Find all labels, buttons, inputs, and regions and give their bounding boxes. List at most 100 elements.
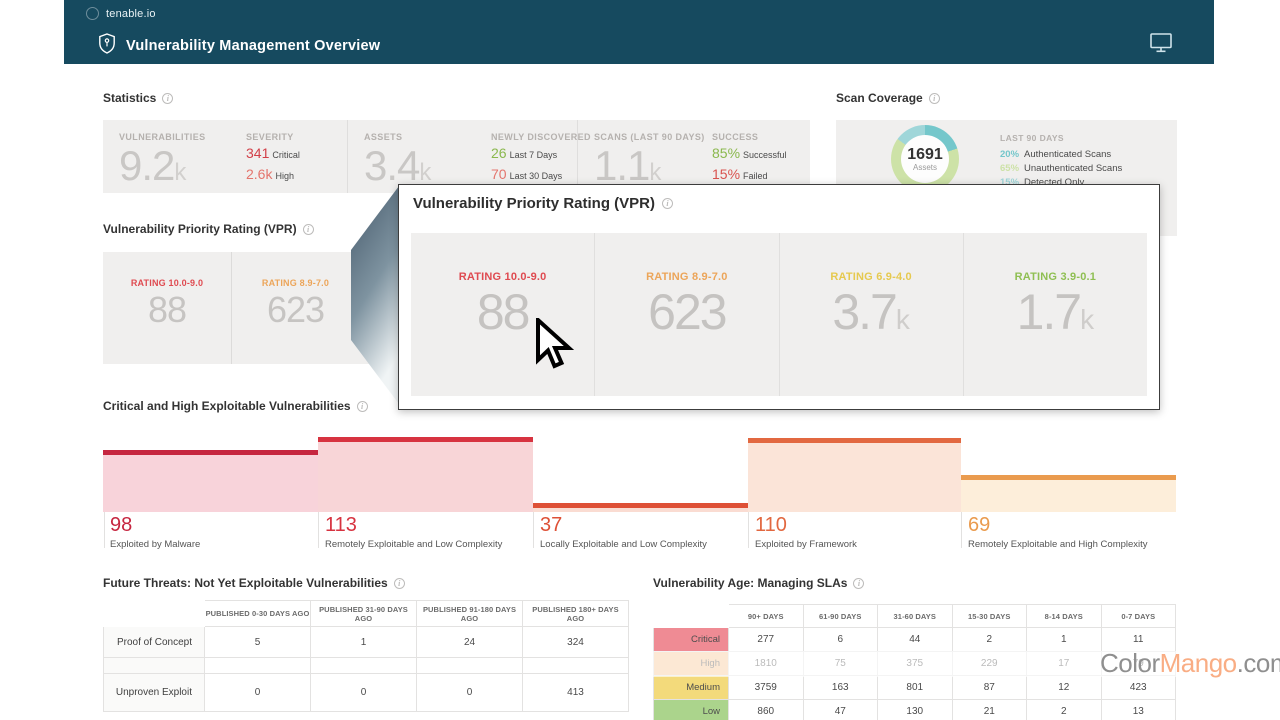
divider <box>104 512 105 548</box>
bar-label: Remotely Exploitable and Low Complexity <box>325 539 502 550</box>
table-cell[interactable]: 6 <box>804 628 879 652</box>
stat-pair[interactable]: 15%Failed <box>712 165 810 186</box>
screen: tenable.io Vulnerability Management Over… <box>0 0 1280 720</box>
vpr-rating-value[interactable]: 3.7k <box>780 283 963 349</box>
stat-vulnerabilities: VULNERABILITIES 9.2k <box>103 132 230 193</box>
bar-label: Remotely Exploitable and High Complexity <box>968 539 1148 550</box>
table-cell[interactable]: 413 <box>523 674 629 712</box>
table-cell[interactable]: 13 <box>1102 700 1177 720</box>
info-icon[interactable] <box>853 578 864 589</box>
bar-fill <box>103 450 318 512</box>
table-cell[interactable]: 0 <box>417 674 523 712</box>
stat-pair[interactable]: 341Critical <box>246 144 347 165</box>
table-cell[interactable]: 1 <box>1027 628 1102 652</box>
table-cell[interactable]: 3759 <box>729 676 804 700</box>
table-cell[interactable]: 0 <box>311 674 417 712</box>
column-header: 90+ DAYS <box>729 604 804 628</box>
table-cell[interactable]: 2 <box>1027 700 1102 720</box>
table-cell[interactable]: 801 <box>878 676 953 700</box>
vpr-title: Vulnerability Priority Rating (VPR) <box>103 222 314 236</box>
table-cell[interactable]: 24 <box>417 627 523 658</box>
table-row-low: Low 860 47 130 21 2 13 <box>653 700 1176 720</box>
vpr-rating-label: RATING 6.9-4.0 <box>780 271 963 283</box>
table-row-critical: Critical 277 6 44 2 1 11 <box>653 628 1176 652</box>
vpr-rating-value[interactable]: 1.7k <box>964 283 1147 349</box>
severity-label: Critical <box>653 628 729 652</box>
info-icon[interactable] <box>162 93 173 104</box>
stat-pair[interactable]: 26Last 7 Days <box>491 144 577 165</box>
vpr-rating-label: RATING 8.9-7.0 <box>595 271 778 283</box>
table-cell[interactable]: 423 <box>1102 676 1177 700</box>
tenable-logo-icon <box>86 7 99 20</box>
table-cell[interactable]: 12 <box>1027 676 1102 700</box>
zoom-callout-wedge <box>351 186 399 409</box>
vpr-title-text: Vulnerability Priority Rating (VPR) <box>103 222 297 236</box>
stat-group-scans: SCANS (LAST 90 DAYS) 1.1k SUCCESS 85%Suc… <box>577 120 810 193</box>
bar-fill <box>533 503 748 512</box>
table-cell[interactable]: 5 <box>205 627 311 658</box>
vpr-rating-3: RATING 6.9-4.0 3.7k <box>779 233 963 396</box>
table-cell[interactable]: 1 <box>311 627 417 658</box>
divider <box>318 512 319 548</box>
vpr-rating-2: RATING 8.9-7.0 623 <box>594 233 778 396</box>
display-mode-button[interactable] <box>1150 33 1172 58</box>
stat-label: NEWLY DISCOVERED <box>491 132 577 142</box>
bar-label: Exploited by Malware <box>110 539 200 550</box>
bar-value[interactable]: 110 <box>755 514 787 537</box>
vpr-rating-2: RATING 8.9-7.0 623 <box>231 252 359 364</box>
table-cell[interactable]: 0 <box>205 674 311 712</box>
table-cell[interactable]: 44 <box>878 628 953 652</box>
bar-value[interactable]: 37 <box>540 514 562 537</box>
column-header: 61-90 DAYS <box>804 604 879 628</box>
info-icon[interactable] <box>303 224 314 235</box>
stat-pair[interactable]: 2.6kHigh <box>246 165 347 186</box>
vpr-rating-value[interactable]: 88 <box>103 288 231 332</box>
watermark: ColorMango.com <box>1100 648 1272 679</box>
table-cell[interactable]: 860 <box>729 700 804 720</box>
stat-label: SUCCESS <box>712 132 810 142</box>
vpr-rating-value[interactable]: 623 <box>232 288 359 332</box>
app-header: tenable.io Vulnerability Management Over… <box>64 0 1214 64</box>
scan-coverage-title: Scan Coverage <box>836 91 940 105</box>
bar-label: Locally Exploitable and Low Complexity <box>540 539 707 550</box>
bar-label: Exploited by Framework <box>755 539 857 550</box>
vpr-rating-label: RATING 8.9-7.0 <box>232 278 359 288</box>
divider <box>961 512 962 548</box>
table-cell[interactable]: 130 <box>878 700 953 720</box>
table-cell[interactable]: 21 <box>953 700 1028 720</box>
row-label: Proof of Concept <box>103 627 205 658</box>
stat-value[interactable]: 9.2k <box>119 144 230 195</box>
stat-severity: SEVERITY 341Critical 2.6kHigh <box>230 132 347 193</box>
bar-value[interactable]: 113 <box>325 514 357 537</box>
table-cell[interactable]: 324 <box>523 627 629 658</box>
bar-fill <box>961 475 1176 512</box>
stat-label: SCANS (LAST 90 DAYS) <box>594 132 696 142</box>
stat-pair[interactable]: 70Last 30 Days <box>491 165 577 186</box>
stat-group-vulnerabilities: VULNERABILITIES 9.2k SEVERITY 341Critica… <box>103 120 347 193</box>
table-cell[interactable]: 2 <box>953 628 1028 652</box>
brand[interactable]: tenable.io <box>86 7 156 20</box>
info-icon[interactable] <box>394 578 405 589</box>
scan-coverage-legend: LAST 90 DAYS 20%Authenticated Scans 65%U… <box>1000 133 1122 190</box>
bar-value[interactable]: 98 <box>110 514 132 537</box>
info-icon[interactable] <box>662 198 673 209</box>
statistics-title: Statistics <box>103 91 173 105</box>
severity-label: Low <box>653 700 729 720</box>
vpr-rating-label: RATING 10.0-9.0 <box>411 271 594 283</box>
scan-coverage-donut-chart[interactable]: 1691 Assets <box>891 125 959 193</box>
exploitable-title: Critical and High Exploitable Vulnerabil… <box>103 399 368 413</box>
vpr-rating-value[interactable]: 623 <box>595 283 778 349</box>
vuln-age-title: Vulnerability Age: Managing SLAs <box>653 576 864 590</box>
stat-pair[interactable]: 85%Successful <box>712 144 810 165</box>
mouse-cursor-icon <box>534 318 574 379</box>
table-cell[interactable]: 87 <box>953 676 1028 700</box>
table-cell[interactable]: 47 <box>804 700 879 720</box>
scan-coverage-title-text: Scan Coverage <box>836 91 923 105</box>
vpr-rating-label: RATING 10.0-9.0 <box>103 278 231 288</box>
table-cell[interactable]: 277 <box>729 628 804 652</box>
column-header: PUBLISHED 0-30 DAYS AGO <box>205 600 311 627</box>
info-icon[interactable] <box>929 93 940 104</box>
bar-value[interactable]: 69 <box>968 514 990 537</box>
table-cell[interactable]: 163 <box>804 676 879 700</box>
table-header-row: PUBLISHED 0-30 DAYS AGO PUBLISHED 31-90 … <box>103 600 629 627</box>
